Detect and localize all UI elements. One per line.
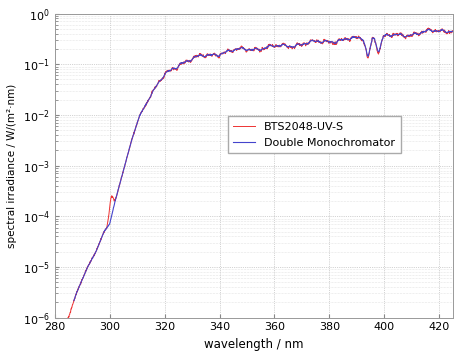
BTS2048-UV-S [425, 26, 430, 30]
Double Monochromator [425, 27, 431, 31]
Double Monochromator [449, 29, 455, 33]
Double Monochromator [239, 45, 245, 49]
Double Monochromator [71, 299, 77, 303]
BTS2048-UV-S [449, 30, 455, 34]
BTS2048-UV-S [367, 45, 372, 49]
BTS2048-UV-S [80, 276, 86, 280]
Double Monochromator [286, 44, 292, 48]
BTS2048-UV-S [250, 49, 255, 53]
Double Monochromator [246, 47, 252, 52]
BTS2048-UV-S [438, 26, 444, 31]
Line: BTS2048-UV-S: BTS2048-UV-S [63, 28, 452, 328]
BTS2048-UV-S [438, 27, 444, 32]
BTS2048-UV-S [60, 325, 66, 330]
Legend: BTS2048-UV-S, Double Monochromator: BTS2048-UV-S, Double Monochromator [227, 116, 400, 153]
Double Monochromator [116, 185, 121, 190]
BTS2048-UV-S [60, 325, 66, 330]
Double Monochromator [231, 47, 237, 52]
Y-axis label: spectral irradiance / W/(m²·nm): spectral irradiance / W/(m²·nm) [7, 83, 17, 248]
Line: Double Monochromator: Double Monochromator [74, 29, 452, 301]
Double Monochromator [100, 232, 106, 236]
BTS2048-UV-S [239, 45, 245, 49]
X-axis label: wavelength / nm: wavelength / nm [204, 338, 303, 351]
